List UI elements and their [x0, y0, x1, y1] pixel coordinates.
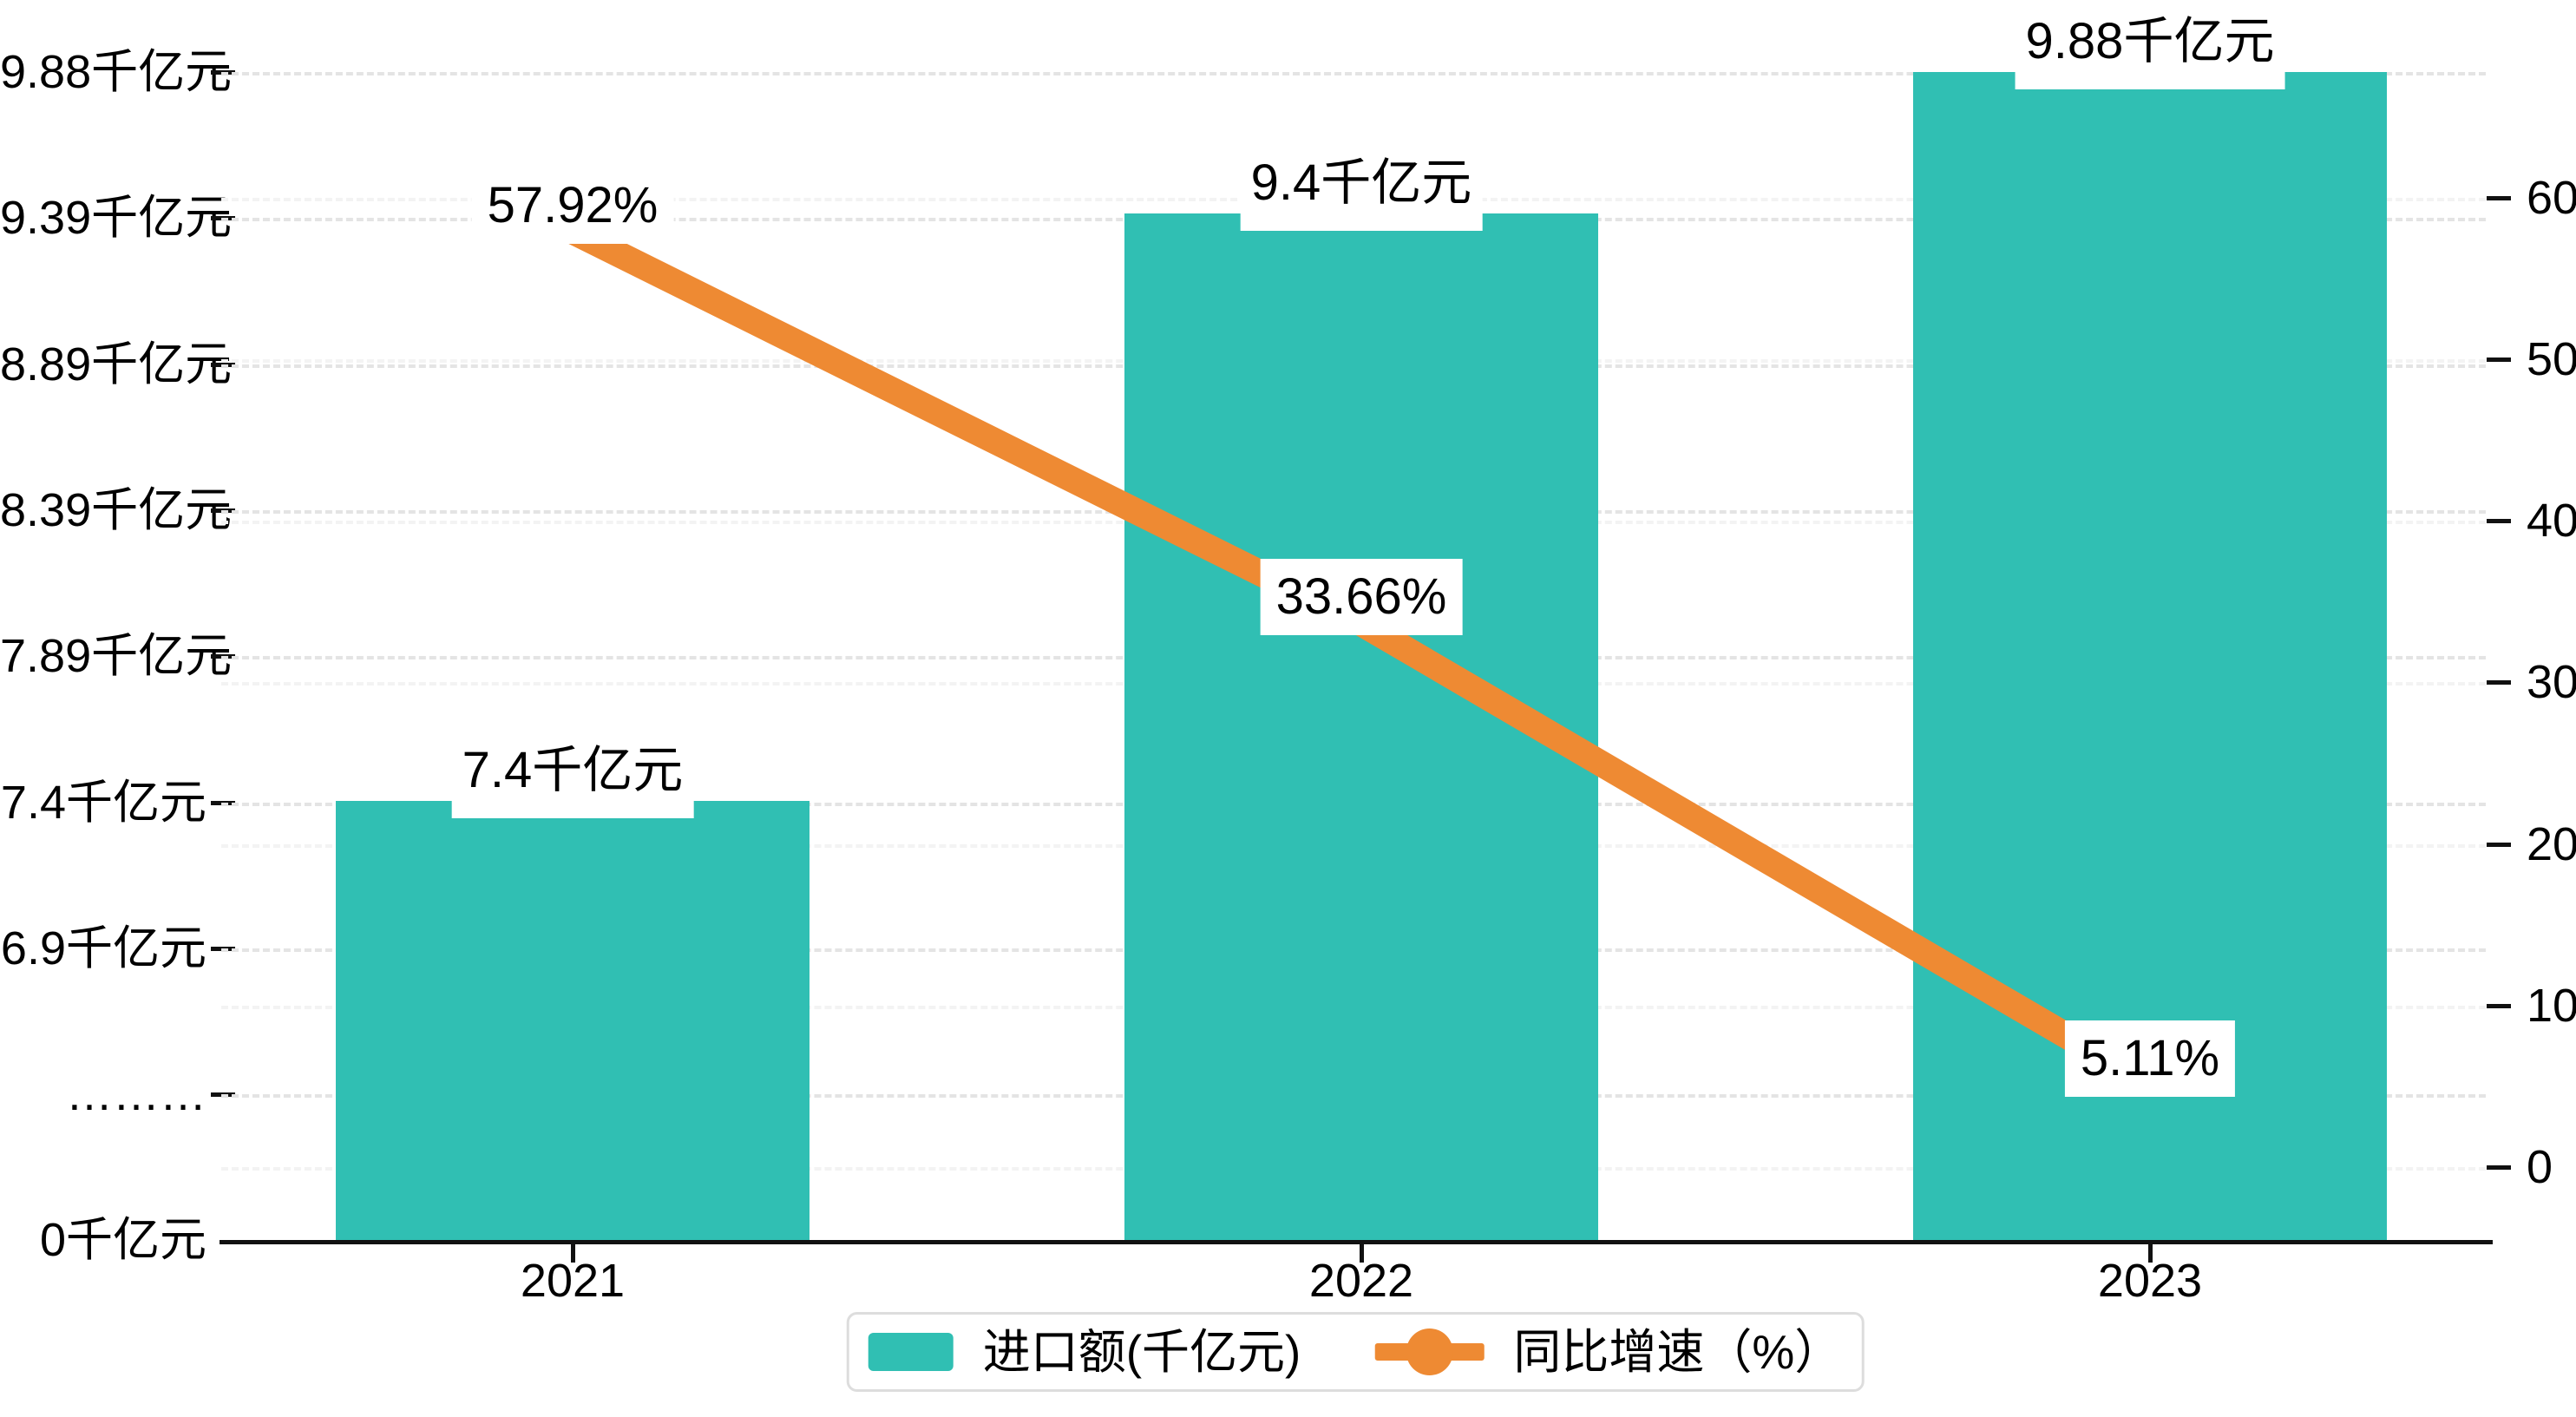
legend-label-growth: 同比增速（%）: [1513, 1325, 1843, 1379]
right-axis-tick-20: [2487, 842, 2511, 847]
legend-label-imports: 进口额(千亿元): [982, 1325, 1301, 1379]
right-axis-tick-30: [2487, 680, 2511, 686]
left-axis-label-0: 9.88千亿元: [0, 46, 233, 98]
right-axis-label-40: 40: [2527, 495, 2576, 548]
x-axis-line: [220, 1240, 2493, 1244]
bar-series-swatch: [868, 1333, 954, 1371]
right-axis-label-0: 0: [2527, 1141, 2553, 1193]
growth-value-label-2022: 33.66%: [1260, 559, 1463, 636]
left-axis-label-5: 7.4千亿元: [0, 776, 206, 829]
left-axis-label-1: 9.39千亿元: [0, 192, 233, 245]
left-axis-label-8: 0千亿元: [39, 1214, 206, 1266]
right-axis-tick-40: [2487, 519, 2511, 524]
right-axis-tick-50: [2487, 358, 2511, 362]
bar-2021: [336, 801, 810, 1240]
right-axis-tick-60: [2487, 195, 2511, 200]
growth-line-path: [567, 220, 2157, 1096]
right-axis-tick-0: [2487, 1165, 2511, 1170]
gridline-left-0: [221, 72, 2486, 75]
right-axis-label-20: 20: [2527, 817, 2576, 870]
x-axis-tick-2022: [1360, 1240, 1364, 1263]
left-axis-label-2: 8.89千亿元: [0, 338, 233, 390]
left-axis-label-3: 8.39千亿元: [0, 483, 233, 536]
legend-item-growth[interactable]: 同比增速（%）: [1374, 1326, 1842, 1378]
line-series-marker: [1374, 1328, 1485, 1376]
growth-value-label-2023: 5.11%: [2064, 1020, 2236, 1097]
legend: 进口额(千亿元) 同比增速（%）: [846, 1312, 1865, 1392]
x-axis-tick-2023: [2148, 1240, 2153, 1263]
left-axis-label-6: 6.9千亿元: [0, 922, 206, 974]
bar-value-label-2023: 9.88千亿元: [2015, 0, 2285, 89]
growth-value-label-2021: 57.92%: [471, 167, 674, 244]
right-axis-tick-10: [2487, 1003, 2511, 1008]
left-axis-label-4: 7.89千亿元: [0, 630, 233, 683]
right-axis-label-60: 60: [2527, 171, 2576, 224]
right-axis-label-30: 30: [2527, 656, 2576, 709]
x-axis-label-2021: 2021: [520, 1255, 626, 1307]
x-axis-label-2022: 2022: [1308, 1255, 1414, 1307]
right-axis-label-10: 10: [2527, 979, 2576, 1032]
x-axis-label-2023: 2023: [2097, 1255, 2203, 1307]
left-axis-label-7: ………: [66, 1068, 206, 1121]
legend-item-imports[interactable]: 进口额(千亿元): [868, 1326, 1301, 1378]
right-axis-label-50: 50: [2527, 333, 2576, 385]
x-axis-tick-2021: [571, 1240, 575, 1263]
legend-dot-icon: [1406, 1328, 1453, 1375]
bar-value-label-2022: 9.4千亿元: [1240, 134, 1483, 231]
bar-value-label-2021: 7.4千亿元: [451, 723, 694, 819]
